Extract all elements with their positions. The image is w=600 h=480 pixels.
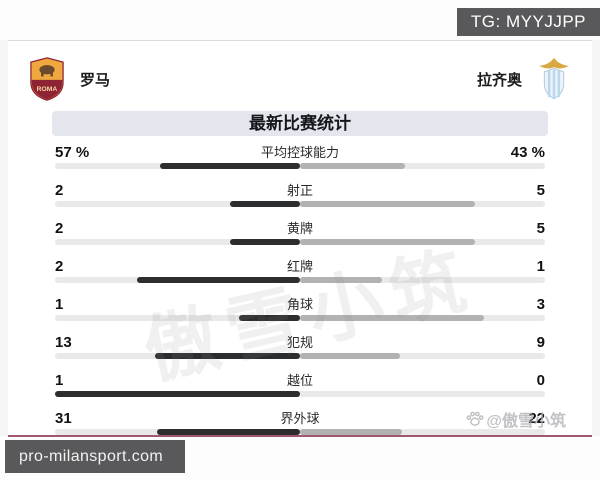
stat-label: 越位	[286, 373, 313, 388]
away-value: 5	[536, 220, 545, 237]
home-value: 13	[55, 334, 72, 351]
stat-line: 57 % 平均控球能力 43 %	[55, 142, 545, 161]
stat-row: 2 射正 5	[55, 180, 545, 207]
home-bar	[156, 429, 300, 435]
home-bar	[136, 277, 300, 283]
stat-bar-track	[55, 239, 545, 245]
home-bar	[230, 239, 300, 245]
away-value: 9	[536, 334, 545, 351]
stat-label: 角球	[286, 297, 313, 312]
home-bar	[55, 391, 300, 397]
away-bar	[300, 429, 402, 435]
stat-row: 1 角球 3	[55, 294, 545, 321]
site-url-badge: pro-milansport.com	[5, 440, 186, 473]
stat-line: 2 射正 5	[55, 180, 545, 199]
home-team: ROMA 罗马	[30, 57, 110, 101]
stat-row: 2 黄牌 5	[55, 218, 545, 245]
away-team-name: 拉齐奥	[476, 71, 522, 89]
stat-line: 31 界外球 22	[55, 408, 545, 427]
stat-line: 1 角球 3	[55, 294, 545, 313]
roma-crest-text: ROMA	[37, 86, 58, 93]
away-bar	[300, 277, 382, 283]
stat-label: 犯规	[286, 335, 313, 350]
away-value: 0	[536, 372, 545, 389]
stat-label: 黄牌	[286, 221, 313, 236]
stat-bar-track	[55, 163, 545, 169]
stat-line: 1 越位 0	[55, 370, 545, 389]
stat-bar-track	[55, 353, 545, 359]
stat-row: 31 界外球 22	[55, 408, 545, 435]
stat-label: 红牌	[286, 259, 313, 274]
away-value: 3	[536, 296, 545, 313]
stat-bar-track	[55, 315, 545, 321]
home-team-name: 罗马	[80, 71, 111, 89]
home-value: 1	[55, 372, 64, 389]
away-value: 22	[528, 410, 545, 427]
away-value: 1	[536, 258, 545, 275]
home-value: 2	[55, 182, 64, 199]
stat-row: 1 越位 0	[55, 370, 545, 397]
home-bar	[160, 163, 300, 169]
away-value: 43 %	[510, 144, 545, 161]
away-bar	[300, 315, 484, 321]
stat-line: 13 犯规 9	[55, 332, 545, 351]
away-value: 5	[536, 182, 545, 199]
section-title: 最新比赛统计	[52, 111, 548, 136]
home-value: 31	[55, 410, 72, 427]
home-value: 57 %	[55, 144, 90, 161]
stat-row: 57 % 平均控球能力 43 %	[55, 142, 545, 169]
away-bar	[300, 239, 475, 245]
telegram-handle-badge: TG: MYYJJPP	[456, 8, 600, 36]
stat-bar-track	[55, 201, 545, 207]
stat-label: 平均控球能力	[260, 145, 339, 160]
stats-card: ROMA 罗马 拉齐奥 最新比赛统计 57 % 平均控球能力	[8, 40, 592, 437]
away-bar	[300, 163, 406, 169]
home-bar	[230, 201, 300, 207]
lazio-crest-icon	[539, 57, 569, 100]
home-value: 2	[55, 220, 64, 237]
home-value: 2	[55, 258, 64, 275]
stat-line: 2 红牌 1	[55, 256, 545, 275]
team-header-row: ROMA 罗马 拉齐奥	[8, 57, 592, 101]
home-bar	[238, 315, 300, 321]
stat-row: 13 犯规 9	[55, 332, 545, 359]
stat-bar-track	[55, 277, 545, 283]
stat-row: 2 红牌 1	[55, 256, 545, 283]
home-bar	[155, 353, 300, 359]
home-value: 1	[55, 296, 64, 313]
roma-crest-icon: ROMA	[30, 57, 64, 101]
away-bar	[300, 353, 401, 359]
away-bar	[300, 201, 475, 207]
stat-label: 界外球	[280, 411, 320, 426]
stat-bar-track	[55, 429, 545, 435]
stats-list: 57 % 平均控球能力 43 % 2 射正 5 2 黄牌 5	[8, 142, 592, 435]
away-team: 拉齐奥	[477, 57, 570, 101]
stat-label: 射正	[286, 183, 313, 198]
stat-bar-track	[55, 391, 545, 397]
stat-line: 2 黄牌 5	[55, 218, 545, 237]
